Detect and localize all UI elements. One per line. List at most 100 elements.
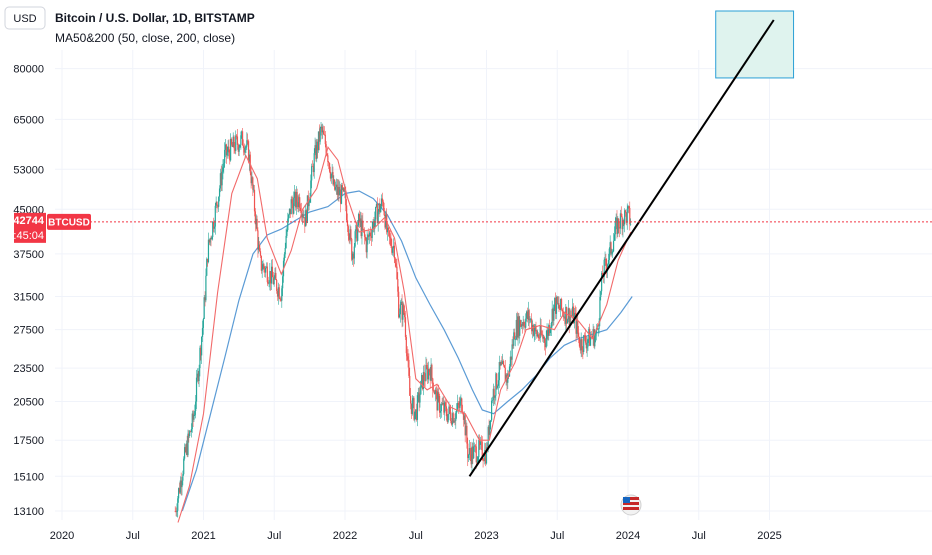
trend-line-layer [468,19,775,477]
candle-body [315,145,317,159]
candle-body [444,402,446,413]
candle-body [503,365,506,368]
candle-body [190,429,193,432]
candle-body [229,152,231,161]
candle-body [618,218,620,228]
candle-body [261,269,263,271]
candle-body [549,325,551,334]
candle-body [617,218,619,235]
candle-body [357,214,360,226]
candle-body [454,420,456,422]
candle-body [584,335,587,343]
candle-body [626,208,628,223]
candle-body [493,388,495,398]
y-tick-label: 27500 [13,325,44,337]
candle-body [606,265,608,271]
y-tick-label: 31500 [13,291,44,303]
candle-body [268,282,270,284]
candle-body [508,366,511,377]
last-price-badge: 42744 22:45:04 [1,212,46,243]
candle-body [462,413,465,420]
candle-body [423,372,425,380]
indicator-label[interactable]: MA50&200 (50, close, 200, close) [55,31,235,45]
candle-body [225,144,227,156]
candle-body [313,153,315,173]
candle-body [359,218,361,222]
candle-body [285,235,287,248]
candle-body [575,313,577,334]
candle-body [259,251,262,256]
candle-body [398,291,400,318]
candle-body [252,177,254,190]
candle-body [214,205,216,227]
candle-body [528,310,530,321]
x-tick-label: 2025 [757,530,781,542]
candle-body [427,369,430,380]
candle-body [257,230,259,250]
candle-body [206,258,208,276]
candle-body [515,319,517,340]
candle-body [580,339,582,351]
candle-body [537,334,540,339]
candle-body [259,244,261,252]
candle-body [390,237,392,247]
candle-body [317,131,320,151]
candle-body [391,246,393,253]
candle-body [273,278,275,285]
candle-body [436,391,438,411]
candle-body [393,245,395,259]
trend-line[interactable] [468,19,775,477]
candle-body [618,227,621,229]
candle-body [555,296,558,314]
candle-body [270,266,273,284]
candle-body [496,385,499,388]
candle-body [208,239,210,243]
target-zone-box[interactable] [715,10,795,79]
candle-body [344,191,346,192]
candle-body [518,316,520,336]
candle-body [325,144,327,154]
candle-body [286,229,288,236]
candle-body [499,362,501,366]
candle-body [578,332,580,337]
candle-body [367,234,369,238]
candle-body [438,395,441,413]
candle-body [560,298,562,310]
candle-body [424,379,426,381]
candle-body [322,130,324,133]
candle-body [479,439,481,445]
candle-body [502,361,504,365]
candle-body [524,325,526,328]
candle-body [458,405,460,408]
candle-body [455,412,457,421]
candle-body [358,214,361,222]
us-flag-event-icon[interactable] [620,494,642,516]
price-series-layer [174,122,632,518]
candle-body [453,420,455,423]
candle-body [182,474,184,481]
candle-body [381,198,384,202]
candle-body [326,153,328,156]
candle-body [487,426,489,450]
symbol-badge[interactable]: BTCUSD [47,213,91,230]
candle-body [597,328,599,330]
candle-body [296,191,298,203]
x-tick-label: 2021 [191,530,215,542]
y-tick-label: 13100 [13,506,44,518]
candle-body [557,303,559,304]
candle-body [295,191,297,208]
currency-button[interactable]: USD [4,6,46,30]
candle-body [256,218,258,231]
candle-body [281,288,283,301]
candle-body [604,258,606,260]
y-tick-label: 15100 [13,471,44,483]
candle-body [477,456,479,462]
candle-body [375,206,377,220]
candle-body [330,174,332,179]
candle-body [176,510,178,512]
candle-body [189,431,191,436]
candle-body [541,334,543,336]
candle-body [354,231,356,247]
candle-body [525,311,528,319]
